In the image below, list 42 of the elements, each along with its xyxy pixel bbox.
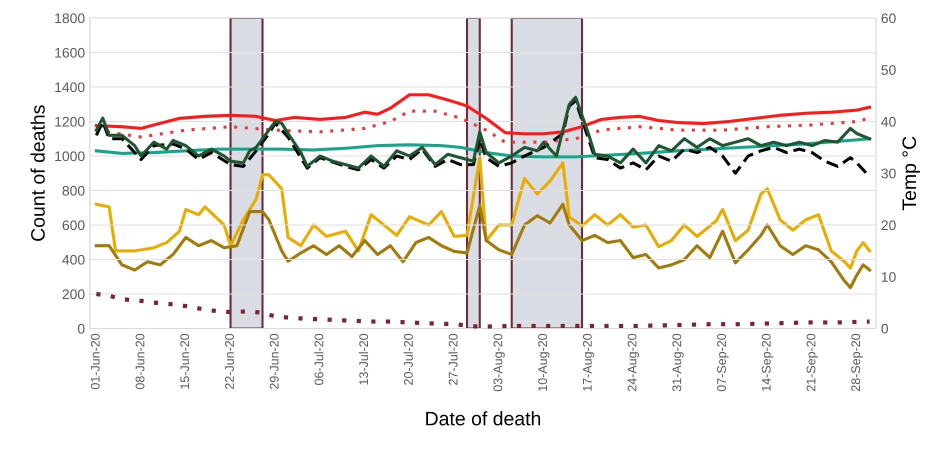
x-tick-label: 22-Jun-20 [225,334,234,390]
y-tick-label: 800 [62,186,85,196]
y-tick-label: 0 [78,324,85,334]
y-tick-label: 400 [62,254,85,265]
x-tick-label: 17-Aug-20 [582,334,594,391]
x-tick-label: 24-Aug-20 [628,334,639,392]
y2-tick-label: 60 [882,13,896,24]
x-tick-label: 14-Sep-20 [762,334,774,391]
y-tick-label: 200 [62,289,85,300]
x-tick-label: 06-Jul-20 [314,334,324,385]
y-tick-label: 600 [62,220,85,230]
y2-tick-label: 30 [881,168,896,178]
y-axis-title: Count of deaths [30,105,45,241]
x-tick-label: 21-Sep-20 [806,334,818,392]
x-tick-label: 27-Jul-20 [448,334,458,385]
line-series [94,202,872,290]
y-tick-label: 1600 [55,48,85,58]
x-tick-label: 20-Jul-20 [404,334,413,385]
x-tick-label: 03-Aug-20 [493,334,505,392]
y2-tick-label: 50 [881,65,896,75]
x-tick-label: 15-Jun-20 [180,334,190,389]
y2-tick-label: 10 [882,272,896,282]
x-axis-title: Date of death [426,411,540,426]
y-tick-label: 1400 [55,82,85,92]
x-tick-label: 13-Jul-20 [358,334,368,385]
x-tick-label: 01-Jun-20 [90,334,100,390]
y2-tick-label: 0 [881,324,888,334]
y-tick-label: 1200 [55,116,85,127]
line-series [94,156,872,270]
line-series [94,292,872,328]
line-series [94,93,872,136]
y2-axis-title: Temp °C [902,136,920,210]
x-tick-label: 10-Aug-20 [538,334,550,391]
y2-tick-label: 40 [881,116,896,127]
x-tick-label: 07-Sep-20 [717,334,728,392]
y-tick-label: 1000 [55,151,85,162]
x-tick-label: 29-Jun-20 [270,334,279,390]
x-tick-label: 31-Aug-20 [672,334,684,392]
y2-tick-label: 20 [882,220,896,230]
x-tick-label: 08-Jun-20 [136,334,144,390]
x-tick-label: 28-Sep-20 [851,334,863,392]
y-tick-label: 1800 [55,13,85,24]
